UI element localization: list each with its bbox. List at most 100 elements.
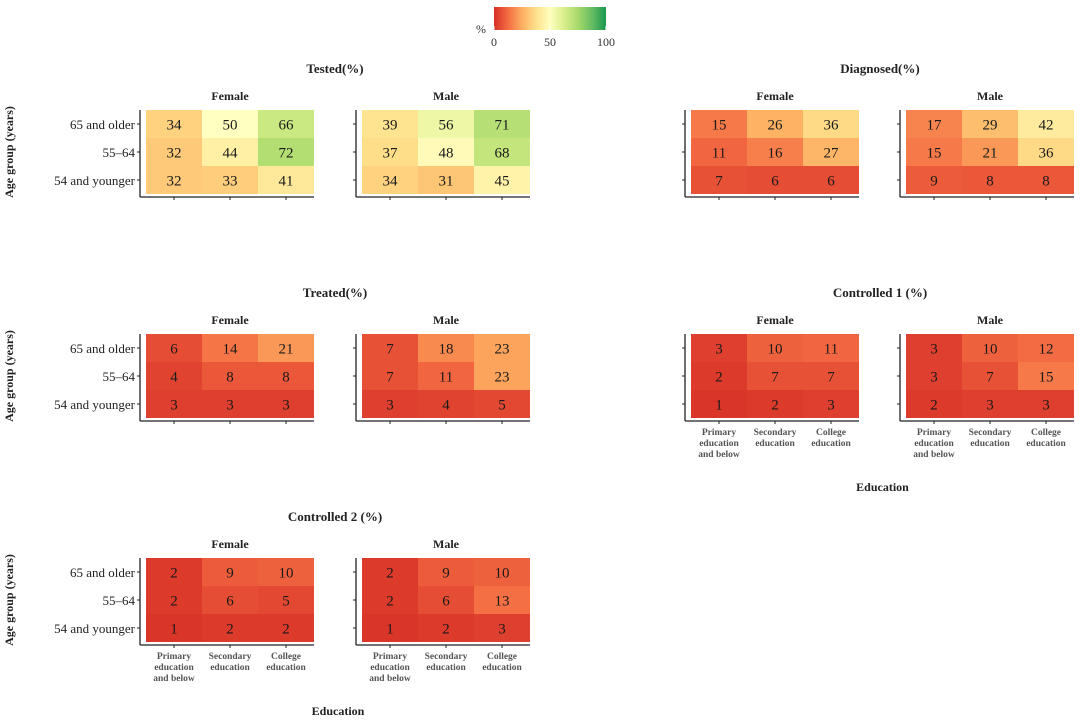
column-label: Secondary bbox=[754, 428, 797, 438]
cell-value: 2 bbox=[282, 622, 290, 638]
cell-value: 6 bbox=[226, 594, 234, 610]
cell-value: 3 bbox=[715, 342, 723, 358]
heatmap-cell bbox=[1018, 390, 1074, 418]
heatmap-cell bbox=[906, 362, 962, 390]
column-label: education bbox=[914, 439, 954, 449]
heatmap-cell bbox=[146, 558, 202, 586]
row-label: 54 and younger bbox=[54, 621, 136, 636]
row-label: 65 and older bbox=[70, 117, 136, 132]
row-label: 55–64 bbox=[103, 593, 136, 608]
panel-title: Controlled 2 (%) bbox=[288, 509, 382, 524]
heatmap-cell bbox=[803, 362, 859, 390]
cell-value: 6 bbox=[170, 342, 178, 358]
heatmap-cell bbox=[146, 334, 202, 362]
heatmap-cell bbox=[202, 614, 258, 642]
heatmap-cell bbox=[202, 362, 258, 390]
heatmap-cell bbox=[1018, 110, 1074, 138]
cell-value: 3 bbox=[386, 398, 394, 414]
panel-2: Diagnosed(%) Female 15 26 36 11 16 27 7 6 6 Male 17 2… bbox=[682, 61, 1074, 200]
column-label: Primary bbox=[917, 428, 952, 438]
cell-value: 39 bbox=[383, 118, 398, 134]
heatmap-cell bbox=[962, 362, 1018, 390]
heatmap-cell bbox=[747, 166, 803, 194]
heatmap-cell bbox=[474, 362, 530, 390]
heatmap-cell bbox=[146, 138, 202, 166]
heatmap-cell bbox=[146, 110, 202, 138]
panel-title: Diagnosed(%) bbox=[840, 61, 919, 76]
heatmap-cell bbox=[803, 334, 859, 362]
cell-value: 7 bbox=[771, 370, 779, 386]
cell-value: 5 bbox=[498, 398, 506, 414]
cell-value: 44 bbox=[223, 146, 239, 162]
heatmap-cell bbox=[362, 586, 418, 614]
cell-value: 7 bbox=[386, 342, 394, 358]
cell-value: 32 bbox=[167, 174, 182, 190]
cell-value: 7 bbox=[715, 174, 723, 190]
cell-value: 56 bbox=[439, 118, 455, 134]
heatmap-cell bbox=[474, 334, 530, 362]
cell-value: 68 bbox=[495, 146, 510, 162]
heatmap-cell bbox=[747, 362, 803, 390]
row-label: 55–64 bbox=[103, 145, 136, 160]
cell-value: 10 bbox=[279, 566, 294, 582]
cell-value: 71 bbox=[495, 118, 510, 134]
facet-title: Male bbox=[433, 89, 460, 103]
heatmap-cell bbox=[962, 138, 1018, 166]
panel-5: Controlled 2 (%)Age group (years) 65 and … bbox=[2, 509, 530, 718]
cell-value: 16 bbox=[768, 146, 784, 162]
heatmap-cell bbox=[258, 362, 314, 390]
heatmap-cell bbox=[691, 166, 747, 194]
heatmap-cell bbox=[747, 138, 803, 166]
legend-colorbar bbox=[494, 7, 606, 30]
heatmap-cell bbox=[258, 334, 314, 362]
cell-value: 18 bbox=[439, 342, 454, 358]
facet-female: Female 6 14 21 4 8 8 3 3 3 bbox=[137, 313, 314, 424]
column-label: education bbox=[811, 439, 851, 449]
cell-value: 33 bbox=[223, 174, 238, 190]
cell-value: 9 bbox=[442, 566, 450, 582]
heatmap-cell bbox=[146, 390, 202, 418]
cell-value: 36 bbox=[824, 118, 840, 134]
heatmap-cell bbox=[202, 390, 258, 418]
heatmap-cell bbox=[962, 110, 1018, 138]
cell-value: 7 bbox=[986, 370, 994, 386]
heatmap-cell bbox=[691, 334, 747, 362]
cell-value: 34 bbox=[383, 174, 399, 190]
cell-value: 12 bbox=[1039, 342, 1054, 358]
column-label: and below bbox=[698, 450, 740, 460]
heatmap-cell bbox=[906, 390, 962, 418]
heatmap-cell bbox=[474, 166, 530, 194]
cell-value: 21 bbox=[983, 146, 998, 162]
cell-value: 4 bbox=[170, 370, 178, 386]
heatmap-cell bbox=[362, 558, 418, 586]
cell-value: 11 bbox=[439, 370, 453, 386]
cell-value: 8 bbox=[226, 370, 234, 386]
heatmap-cell bbox=[146, 362, 202, 390]
heatmap-cell bbox=[362, 390, 418, 418]
facet-title: Female bbox=[211, 537, 249, 551]
y-axis-label: Age group (years) bbox=[2, 106, 16, 198]
column-label: Primary bbox=[373, 652, 408, 662]
heatmap-cell bbox=[146, 166, 202, 194]
heatmap-cell bbox=[362, 614, 418, 642]
heatmap-cell bbox=[474, 586, 530, 614]
legend-tick-label: 0 bbox=[491, 35, 497, 49]
heatmap-cell bbox=[418, 110, 474, 138]
heatmap-cell bbox=[747, 334, 803, 362]
heatmap-cell bbox=[1018, 166, 1074, 194]
heatmap-cell bbox=[202, 166, 258, 194]
cell-value: 10 bbox=[495, 566, 510, 582]
cell-value: 3 bbox=[282, 398, 290, 414]
column-label: and below bbox=[913, 450, 955, 460]
heatmap-cell bbox=[1018, 334, 1074, 362]
cell-value: 3 bbox=[170, 398, 178, 414]
cell-value: 66 bbox=[279, 118, 295, 134]
column-label: education bbox=[210, 663, 250, 673]
heatmap-cell bbox=[362, 362, 418, 390]
legend-tick-label: 50 bbox=[544, 35, 556, 49]
